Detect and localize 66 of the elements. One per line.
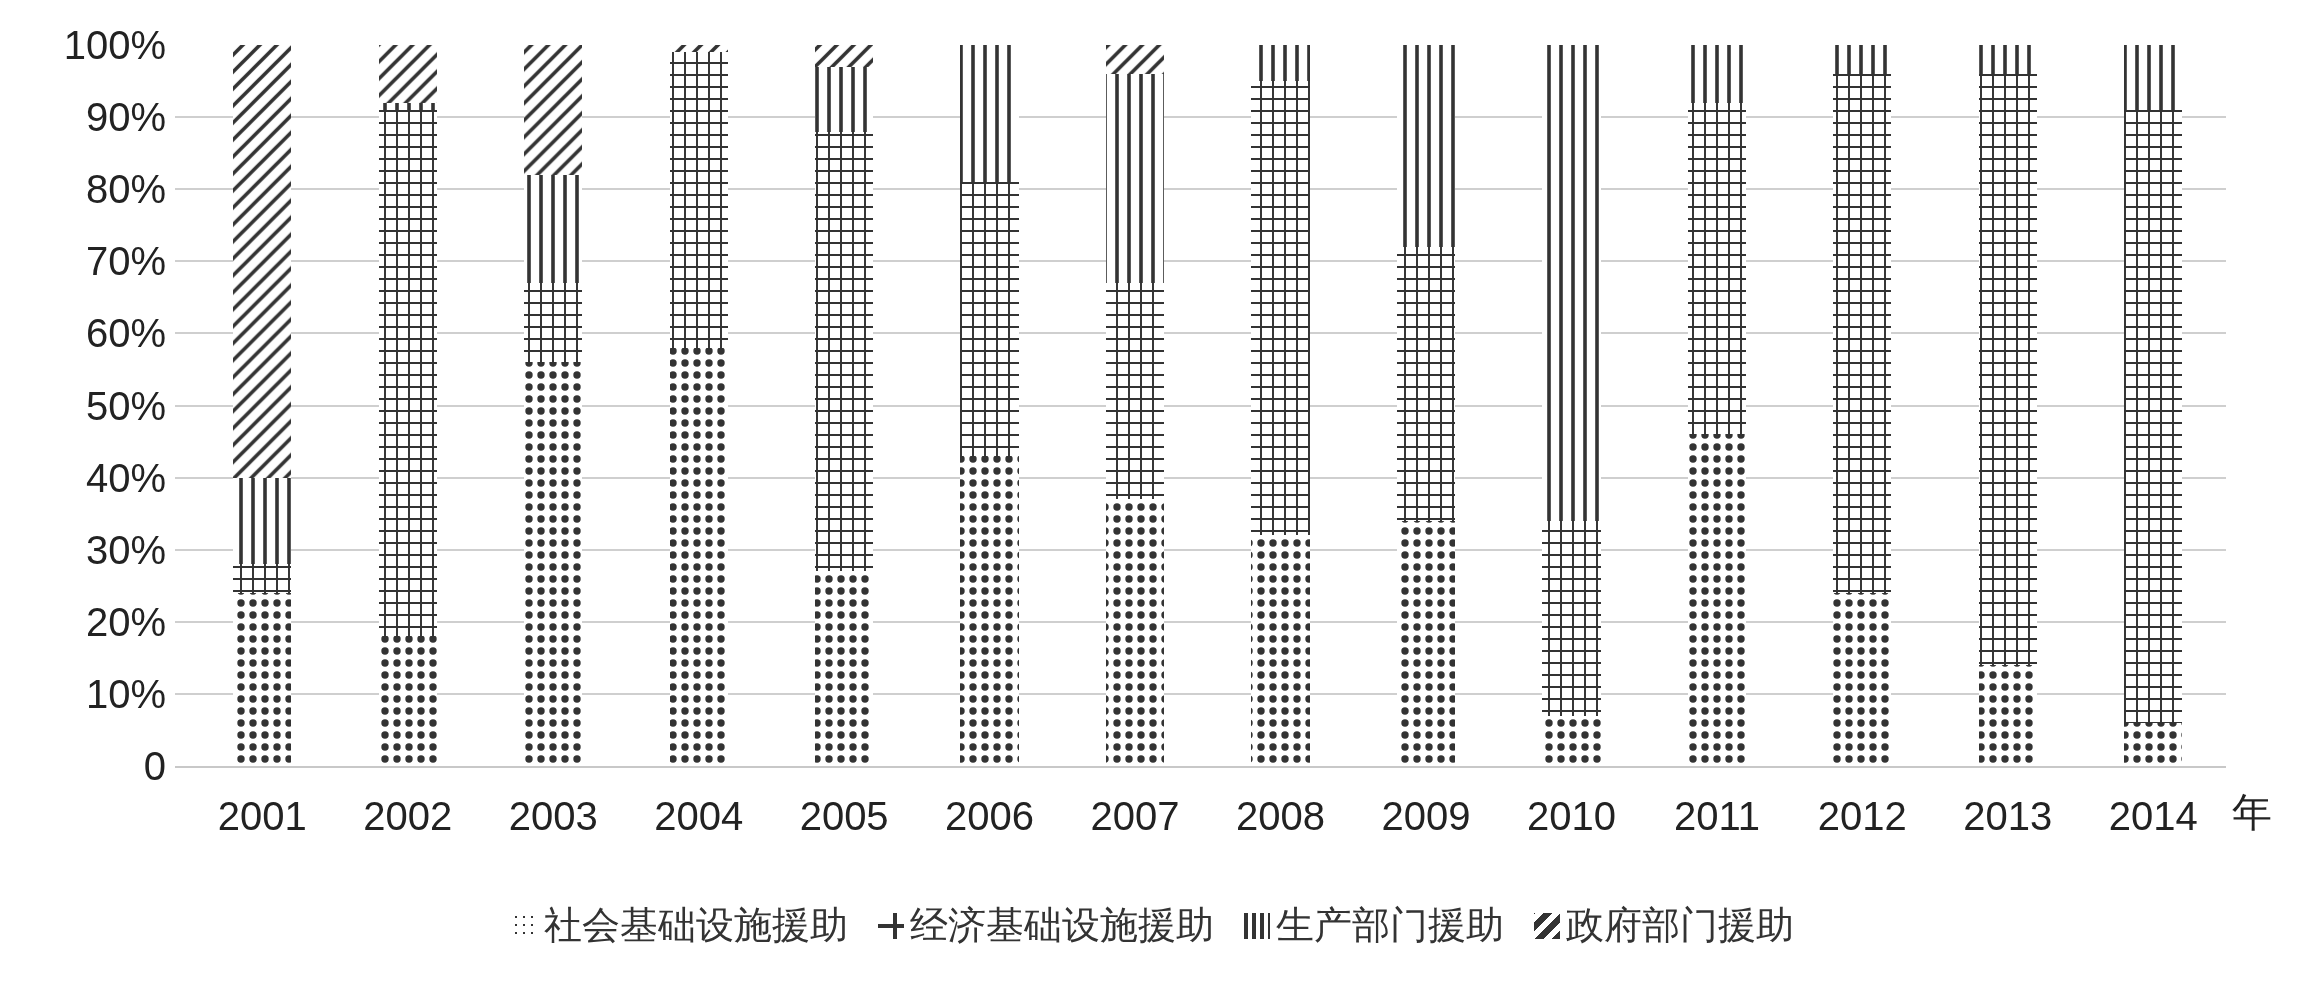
y-tick-label: 0 [143,744,166,788]
bar [815,131,874,572]
legend-label: 生产部门援助 [1276,903,1504,948]
bar [2124,109,2183,723]
x-tick-label: 2013 [1963,794,2053,838]
bar [1396,246,1456,521]
bar [960,45,1019,182]
y-tick-label: 90% [85,95,166,140]
bar [378,636,437,766]
x-tick-label: 2005 [799,794,889,838]
x-tick-label: 2009 [1381,794,1471,838]
y-tick-label: 50% [85,383,166,428]
x-tick-label: 2007 [1090,794,1180,838]
bar [1833,592,1892,766]
x-tick-label: 2003 [508,794,598,838]
bar [233,592,292,766]
x-tick-label: 2012 [1817,794,1907,838]
bar [1978,665,2037,766]
x-tick-label: 2008 [1236,794,1325,838]
y-tick-label: 20% [85,599,166,644]
bar [960,181,1019,456]
bar [2124,722,2183,766]
legend-label: 政府部门援助 [1566,903,1794,948]
x-tick-label: 2001 [217,794,307,838]
x-tick-label: 2011 [1673,794,1760,838]
bar [815,66,874,132]
bar [1396,45,1456,247]
bar [378,109,437,637]
bar [524,362,583,766]
x-tick-label: 2006 [945,794,1035,838]
bar [1251,81,1310,536]
y-tick-label: 70% [85,239,166,284]
x-tick-label: 2004 [654,794,744,838]
bar [669,52,728,348]
legend-label: 经济基础设施援助 [910,903,1214,948]
bar [233,564,292,593]
y-tick-label: 100% [63,23,166,67]
bar [524,45,583,175]
x-tick-label: 2002 [363,794,453,838]
bar [1687,434,1746,766]
x-tick-label: 2014 [2108,794,2198,838]
bar [1105,73,1165,283]
x-tick-label: 2010 [1526,794,1616,838]
bar [669,347,728,766]
bar [1687,102,1746,435]
y-tick-label: 40% [85,455,166,500]
bar [1833,73,1892,593]
y-tick-label: 80% [85,167,166,212]
legend-label: 社会基础设施援助 [544,903,848,948]
x-axis-title: 年 [2232,790,2272,834]
bar [960,455,1019,766]
bar [1978,73,2037,666]
y-tick-label: 60% [85,311,166,356]
bar [1105,282,1165,500]
bar [1105,45,1165,74]
bar [524,174,583,283]
bar [378,45,437,103]
bar [1542,45,1601,521]
bar [524,282,583,363]
bar [233,477,292,565]
y-tick-label: 10% [85,671,166,716]
bar [1396,520,1456,766]
bar [815,45,874,67]
y-tick-label: 30% [85,527,166,572]
bar [233,45,292,478]
bar [1542,520,1601,716]
